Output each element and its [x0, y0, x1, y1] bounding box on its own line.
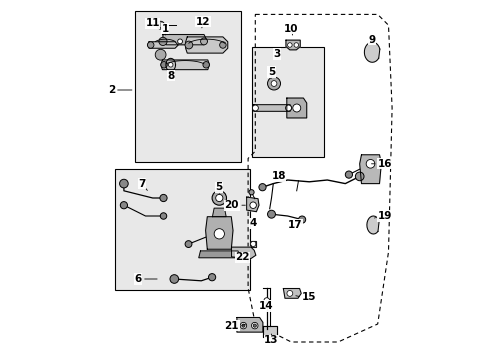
Circle shape — [240, 323, 246, 329]
Polygon shape — [199, 251, 239, 258]
Text: 3: 3 — [273, 49, 280, 59]
Circle shape — [267, 77, 280, 90]
Bar — [251, 47, 323, 157]
Circle shape — [208, 274, 215, 281]
Text: 16: 16 — [377, 159, 391, 169]
Circle shape — [168, 63, 173, 67]
Polygon shape — [205, 217, 232, 249]
Text: 9: 9 — [368, 35, 375, 45]
Circle shape — [185, 240, 192, 248]
Polygon shape — [246, 197, 259, 212]
Polygon shape — [285, 40, 300, 50]
Text: 13: 13 — [264, 335, 278, 345]
Polygon shape — [250, 240, 255, 247]
Text: 5: 5 — [267, 67, 275, 77]
Text: 5: 5 — [215, 182, 223, 192]
Polygon shape — [253, 105, 291, 111]
Circle shape — [250, 241, 255, 247]
Circle shape — [214, 229, 224, 239]
Circle shape — [258, 184, 265, 191]
Text: 11: 11 — [145, 18, 160, 28]
Text: 15: 15 — [302, 292, 316, 302]
Polygon shape — [262, 326, 276, 337]
Circle shape — [286, 291, 292, 296]
Circle shape — [170, 275, 178, 283]
Polygon shape — [163, 35, 207, 45]
Circle shape — [248, 190, 254, 195]
Circle shape — [241, 324, 244, 327]
Text: 14: 14 — [258, 301, 273, 311]
Circle shape — [285, 105, 291, 111]
Circle shape — [345, 171, 352, 178]
Circle shape — [156, 21, 164, 29]
Circle shape — [355, 172, 363, 181]
Circle shape — [159, 37, 167, 45]
Polygon shape — [165, 58, 175, 71]
Circle shape — [147, 42, 154, 48]
Circle shape — [251, 323, 258, 329]
Circle shape — [184, 41, 192, 49]
Circle shape — [298, 216, 305, 223]
Circle shape — [264, 298, 269, 303]
Circle shape — [366, 159, 374, 168]
Circle shape — [219, 42, 225, 48]
Text: 2: 2 — [107, 85, 115, 95]
Circle shape — [160, 194, 167, 202]
Circle shape — [160, 213, 166, 219]
Text: 17: 17 — [287, 220, 302, 230]
Text: 4: 4 — [249, 218, 257, 228]
Polygon shape — [364, 42, 379, 62]
Circle shape — [287, 43, 291, 47]
Text: 22: 22 — [235, 252, 249, 262]
Circle shape — [292, 104, 300, 112]
Text: 1: 1 — [162, 24, 168, 34]
Circle shape — [200, 38, 207, 45]
Circle shape — [155, 49, 166, 60]
Text: 12: 12 — [196, 17, 210, 27]
Text: 21: 21 — [224, 321, 239, 331]
Polygon shape — [359, 155, 381, 184]
Circle shape — [120, 202, 127, 209]
Text: 18: 18 — [271, 171, 285, 181]
Bar — [115, 169, 249, 290]
Circle shape — [252, 105, 258, 111]
Circle shape — [177, 39, 182, 44]
Circle shape — [249, 202, 256, 208]
Circle shape — [253, 324, 256, 327]
Circle shape — [215, 194, 223, 202]
Circle shape — [212, 191, 226, 205]
Circle shape — [203, 62, 209, 68]
Text: 6: 6 — [134, 274, 142, 284]
Circle shape — [267, 210, 275, 218]
Bar — [134, 11, 241, 162]
Text: 19: 19 — [377, 211, 391, 221]
Text: 10: 10 — [284, 24, 298, 34]
Polygon shape — [161, 60, 209, 70]
Circle shape — [270, 81, 276, 86]
Polygon shape — [237, 318, 263, 332]
Polygon shape — [147, 42, 178, 48]
Polygon shape — [212, 208, 225, 217]
Text: 20: 20 — [224, 200, 239, 210]
Polygon shape — [185, 37, 227, 53]
Polygon shape — [283, 289, 301, 298]
Circle shape — [293, 43, 298, 47]
Polygon shape — [231, 247, 255, 258]
Text: 8: 8 — [167, 71, 174, 81]
Polygon shape — [366, 216, 378, 234]
Text: 7: 7 — [138, 179, 145, 189]
Polygon shape — [286, 98, 306, 118]
Circle shape — [161, 62, 167, 68]
Circle shape — [120, 179, 128, 188]
